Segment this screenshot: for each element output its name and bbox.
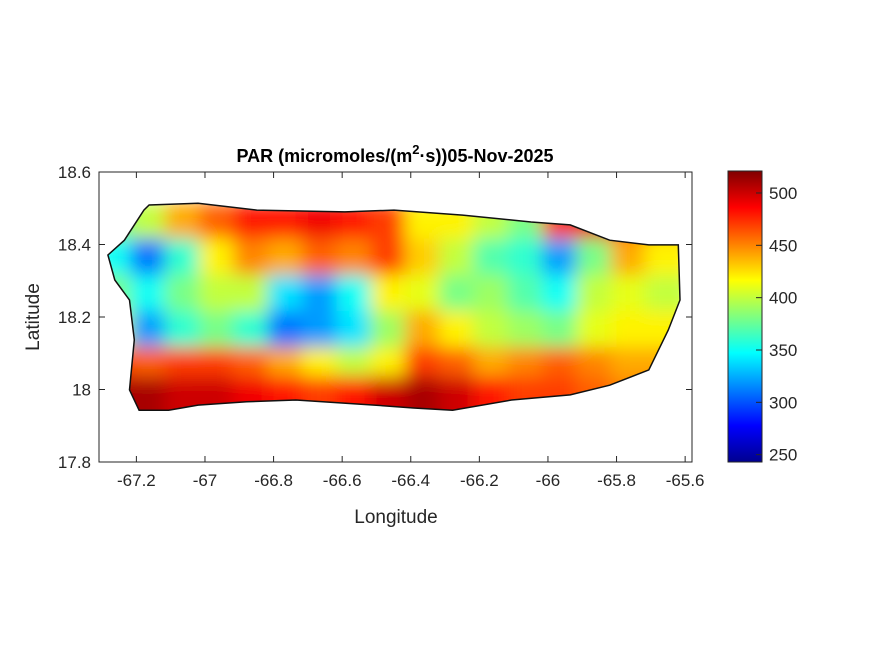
- colorbar-tick-label: 450: [769, 236, 797, 255]
- x-tick-label: -65.8: [597, 471, 636, 490]
- x-tick-label: -66: [536, 471, 561, 490]
- x-tick-label: -65.6: [666, 471, 705, 490]
- x-tick-label: -66.4: [391, 471, 430, 490]
- x-axis-label: Longitude: [354, 507, 437, 528]
- y-tick-label: 18.6: [58, 163, 91, 182]
- island-outline: [107, 202, 681, 411]
- chart-title: PAR (micromoles/(m2·s))05-Nov-2025: [237, 142, 554, 166]
- y-tick-label: 18.2: [58, 308, 91, 327]
- x-tick-label: -66.2: [460, 471, 499, 490]
- colorbar-tick-label: 350: [769, 341, 797, 360]
- y-axis-label: Latitude: [23, 283, 44, 351]
- y-tick-label: 18.4: [58, 236, 91, 255]
- x-tick-label: -66.6: [323, 471, 362, 490]
- x-tick-label: -67: [193, 471, 218, 490]
- y-tick-label: 18: [72, 381, 91, 400]
- colorbar: [727, 170, 763, 463]
- colorbar-tick-label: 250: [769, 446, 797, 465]
- y-tick-label: 17.8: [58, 453, 91, 472]
- colorbar-tick-label: 400: [769, 289, 797, 308]
- x-tick-label: -66.8: [254, 471, 293, 490]
- colorbar-tick-label: 500: [769, 184, 797, 203]
- colorbar-tick-label: 300: [769, 393, 797, 412]
- x-tick-label: -67.2: [117, 471, 156, 490]
